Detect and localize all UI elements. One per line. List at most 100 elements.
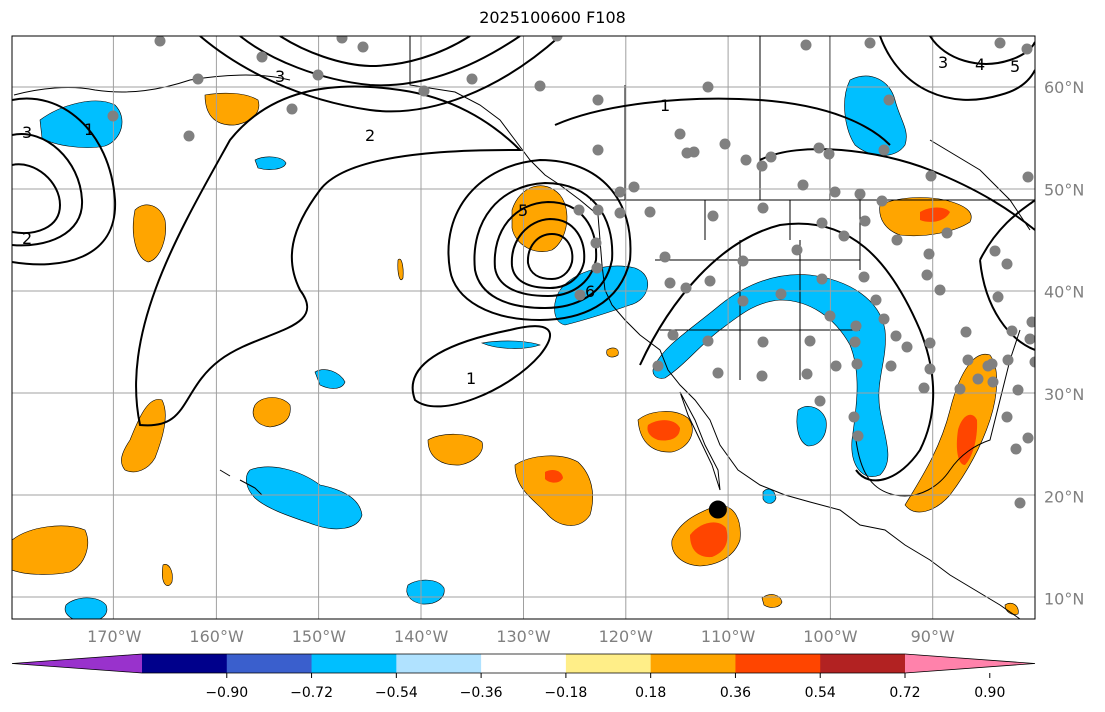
location-marker xyxy=(708,500,727,519)
station-dot xyxy=(644,206,656,218)
station-dot xyxy=(702,81,714,93)
positive-anomaly-area xyxy=(606,347,619,358)
station-dot xyxy=(918,382,930,394)
station-dot xyxy=(994,37,1006,49)
colorbar-segment xyxy=(820,654,906,673)
strong-positive-anomaly-area xyxy=(690,522,728,558)
station-dot xyxy=(797,179,809,191)
station-dot xyxy=(1001,411,1013,423)
contour-label: 5 xyxy=(518,201,528,220)
negative-anomaly-area xyxy=(39,100,123,148)
station-dot xyxy=(702,335,714,347)
station-dot xyxy=(804,335,816,347)
colorbar-segment xyxy=(311,654,397,673)
station-dot xyxy=(573,204,585,216)
colorbar-extend-high xyxy=(905,654,1035,673)
station-dot xyxy=(849,336,861,348)
positive-anomaly-area xyxy=(427,433,483,466)
station-dot xyxy=(674,128,686,140)
station-dots xyxy=(107,36,1035,509)
negative-anomaly-area xyxy=(254,156,287,170)
longitude-label: 140°W xyxy=(394,627,449,646)
strong-positive-anomaly-area xyxy=(920,207,950,222)
station-dot xyxy=(816,273,828,285)
station-dot xyxy=(1014,497,1026,509)
station-dot xyxy=(183,130,195,142)
colorbar-tick-label: 0.90 xyxy=(974,685,1005,701)
positive-anomaly-area xyxy=(162,564,173,586)
station-dot xyxy=(878,144,890,156)
station-dot xyxy=(924,337,936,349)
contour-label: 3 xyxy=(275,67,285,86)
latitude-label: 50°N xyxy=(1044,180,1084,199)
colorbar-tick-labels: −0.90 −0.72 −0.54 −0.36 −0.18 0.18 0.36 0.54 0.7… xyxy=(205,673,1005,701)
station-dot xyxy=(876,195,888,207)
station-dot xyxy=(1021,43,1033,55)
station-dot xyxy=(838,230,850,242)
station-dot xyxy=(737,255,749,267)
contour-label: 2 xyxy=(22,229,32,248)
positive-anomaly-area xyxy=(12,525,89,575)
negative-anomaly-area xyxy=(246,466,363,530)
map-frame xyxy=(11,35,1036,620)
station-dot xyxy=(890,330,902,342)
station-dot xyxy=(800,39,812,51)
strong-positive-anomaly-area xyxy=(956,414,978,465)
station-dot xyxy=(551,36,563,42)
negative-anomaly-area xyxy=(480,340,541,349)
station-dot xyxy=(652,360,664,372)
negative-anomaly-area xyxy=(406,579,445,605)
colorbar-tick-label: −0.18 xyxy=(544,685,587,701)
station-dot xyxy=(934,284,946,296)
longitude-label: 170°W xyxy=(87,627,142,646)
negative-anomaly-area xyxy=(796,406,827,447)
station-dot xyxy=(987,376,999,388)
station-dot xyxy=(883,94,895,106)
station-dot xyxy=(592,144,604,156)
station-dot xyxy=(192,73,204,85)
latitude-labels: 60°N 50°N 40°N 30°N 20°N 10°N xyxy=(1044,78,1084,608)
colorbar xyxy=(11,653,1036,674)
station-dot xyxy=(664,277,676,289)
station-dot xyxy=(659,251,671,263)
contour-label: 6 xyxy=(585,282,595,301)
station-dot xyxy=(962,354,974,366)
colorbar-segment xyxy=(565,654,652,673)
contour-label: 2 xyxy=(365,126,375,145)
station-dot xyxy=(824,310,836,322)
station-dot xyxy=(923,248,935,260)
colorbar-extend-low xyxy=(12,654,142,673)
colorbar-segment xyxy=(735,654,821,673)
station-dot xyxy=(1002,354,1014,366)
anomaly-shading xyxy=(12,75,1019,619)
colorbar-segment xyxy=(226,654,313,673)
station-dot xyxy=(859,215,871,227)
station-dot xyxy=(960,326,972,338)
station-dot xyxy=(992,291,1004,303)
station-dot xyxy=(924,363,936,375)
station-dot xyxy=(704,275,716,287)
station-dot xyxy=(756,370,768,382)
colorbar-tick-label: −0.90 xyxy=(205,685,248,701)
longitude-label: 120°W xyxy=(599,627,654,646)
longitude-labels: 170°W 160°W 150°W 140°W 130°W 120°W 110°W 100°W… xyxy=(87,627,955,646)
station-dot xyxy=(765,151,777,163)
latitude-label: 40°N xyxy=(1044,283,1084,302)
latitude-label: 20°N xyxy=(1044,487,1084,506)
station-dot xyxy=(1012,384,1024,396)
station-dot xyxy=(1026,316,1035,328)
station-dot xyxy=(312,69,324,81)
longitude-label: 150°W xyxy=(292,627,347,646)
station-dot xyxy=(816,217,828,229)
contour-label: 1 xyxy=(660,96,670,115)
colorbar-tick-label: 0.72 xyxy=(889,685,920,701)
longitude-label: 110°W xyxy=(701,627,756,646)
station-dot xyxy=(885,360,897,372)
station-dot xyxy=(154,36,166,47)
longitude-label: 130°W xyxy=(496,627,551,646)
station-dot xyxy=(775,288,787,300)
station-dot xyxy=(667,329,679,341)
latitude-label: 10°N xyxy=(1044,590,1084,609)
station-dot xyxy=(1010,443,1022,455)
